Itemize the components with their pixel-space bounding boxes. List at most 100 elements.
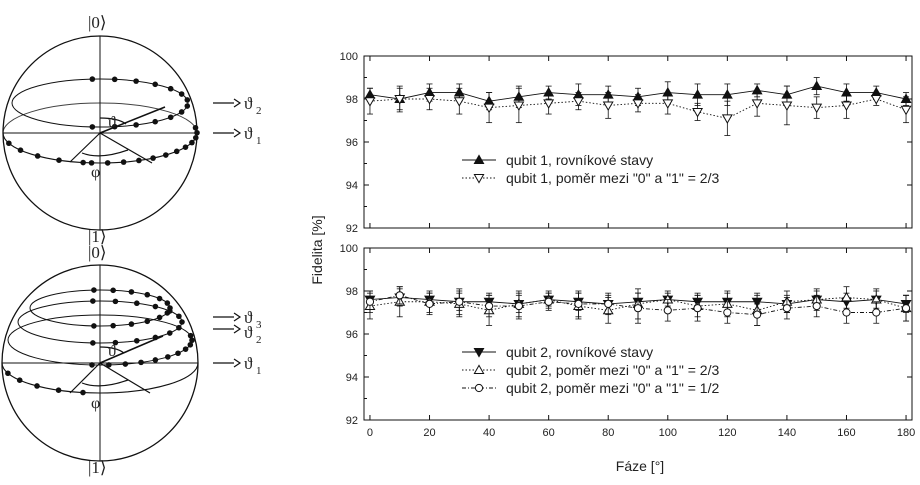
y-tick-label: 92	[346, 415, 358, 427]
arrow-label-theta: ϑ	[244, 94, 253, 113]
trajectory-dot	[152, 303, 159, 310]
legend-label: qubit 1, rovníkové stavy	[506, 152, 653, 168]
panel-2: 92 94 96 98 100 0 20 40 60 80 100 120 140 160 180 qubit…	[340, 243, 916, 439]
ket-zero-label: |0⟩	[88, 243, 107, 262]
state-vector	[99, 335, 164, 364]
data-point	[662, 99, 674, 109]
trajectory-dot	[120, 159, 127, 165]
bloch-sphere-2: |0⟩ |1⟩ ϑ φ ϑ 3 ϑ 2 ϑ 1	[1, 243, 262, 477]
trajectory-dot	[182, 346, 189, 352]
x-tick-label: 20	[423, 427, 435, 439]
x-tick-label: 140	[778, 427, 796, 439]
data-point	[870, 95, 882, 105]
data-point	[632, 99, 644, 109]
data-point	[900, 105, 912, 116]
trajectory-dot	[6, 140, 12, 147]
data-point	[453, 97, 465, 107]
data-point	[841, 101, 852, 112]
trajectory-dot	[122, 361, 129, 367]
data-point	[781, 101, 793, 112]
arrow-theta-1: ϑ 1	[213, 354, 262, 377]
trajectory-dot	[110, 322, 116, 329]
trajectory-dot	[91, 287, 97, 293]
data-point	[692, 89, 704, 99]
trajectory-dot	[134, 337, 140, 344]
trajectory-dot	[80, 389, 86, 396]
trajectory-dot	[111, 76, 118, 83]
data-point	[721, 114, 733, 124]
trajectory-dot	[88, 160, 95, 166]
data-point	[474, 383, 484, 393]
data-point	[574, 299, 583, 308]
ket-zero-label: |0⟩	[88, 13, 107, 32]
phi-symbol: φ	[91, 395, 100, 412]
theta-symbol: ϑ	[108, 343, 116, 360]
arrow-label-theta: ϑ	[244, 308, 253, 327]
ket-one-label: |1⟩	[88, 227, 107, 246]
x-axis-label: Fáze [°]	[616, 458, 664, 474]
data-point	[473, 364, 485, 374]
trajectory-dot	[136, 157, 142, 164]
y-tick-label: 98	[346, 94, 358, 106]
trajectory-dot	[179, 319, 185, 325]
data-point	[364, 97, 376, 107]
trajectory-dot	[152, 357, 159, 363]
trajectory-points	[6, 76, 200, 166]
trajectory-dot	[89, 362, 95, 368]
trajectory-dot	[152, 118, 158, 125]
trajectory-dot	[112, 298, 119, 305]
data-point	[544, 297, 553, 306]
arrow-subscript: 1	[256, 135, 262, 147]
data-point	[395, 291, 404, 300]
trajectory-dot	[150, 155, 156, 161]
latitude-ring	[11, 78, 189, 128]
data-point	[692, 107, 704, 118]
trajectory-dot	[187, 341, 194, 348]
y-axis-label: Fidelita [%]	[309, 215, 325, 284]
data-point	[455, 297, 464, 306]
trajectory-dot	[56, 157, 62, 163]
trajectory-dot	[112, 339, 119, 346]
trajectory-dot	[34, 153, 41, 159]
data-point	[901, 304, 911, 313]
theta-arc	[99, 346, 125, 354]
trajectory-dot	[189, 337, 195, 344]
legend-label: qubit 2, poměr mezi "0" a "1" = 1/2	[506, 380, 719, 396]
y-tick-label: 98	[346, 286, 358, 298]
phi-line-2	[99, 362, 151, 394]
data-point	[483, 103, 495, 114]
trajectory-dot	[192, 124, 199, 131]
legend-label: qubit 2, rovníkové stavy	[506, 344, 653, 360]
trajectory-dot	[5, 370, 11, 377]
x-tick-label: 60	[543, 427, 555, 439]
data-point	[842, 308, 851, 317]
trajectory-dot	[89, 124, 96, 130]
trajectory-dot	[176, 313, 182, 320]
arrow-theta-2: ϑ 2	[213, 323, 262, 346]
series-1-2	[364, 85, 912, 136]
trajectory-dot	[156, 295, 163, 302]
y-tick-label: 94	[346, 372, 358, 384]
trajectory-dot	[173, 148, 180, 155]
trajectory-dot	[144, 291, 151, 298]
trajectory-dot	[192, 134, 199, 141]
state-vector	[99, 106, 166, 134]
trajectory-points	[5, 287, 195, 396]
phi-line-1	[69, 362, 101, 394]
trajectory-dot	[163, 152, 169, 158]
trajectory-dot	[106, 362, 112, 368]
x-tick-label: 180	[897, 427, 915, 439]
legend-label: qubit 2, poměr mezi "0" a "1" = 2/3	[506, 362, 719, 378]
legend: qubit 1, rovníkové stavy qubit 1, poměr m…	[462, 152, 719, 186]
arrow-subscript: 2	[256, 334, 262, 346]
trajectory-dot	[194, 129, 200, 136]
y-tick-label: 94	[346, 180, 358, 192]
arrow-subscript: 3	[256, 319, 262, 331]
data-point	[751, 99, 763, 109]
trajectory-dot	[90, 340, 96, 346]
x-tick-label: 120	[718, 427, 736, 439]
arrow-theta-2: ϑ 2	[213, 94, 262, 117]
data-point	[633, 304, 643, 313]
